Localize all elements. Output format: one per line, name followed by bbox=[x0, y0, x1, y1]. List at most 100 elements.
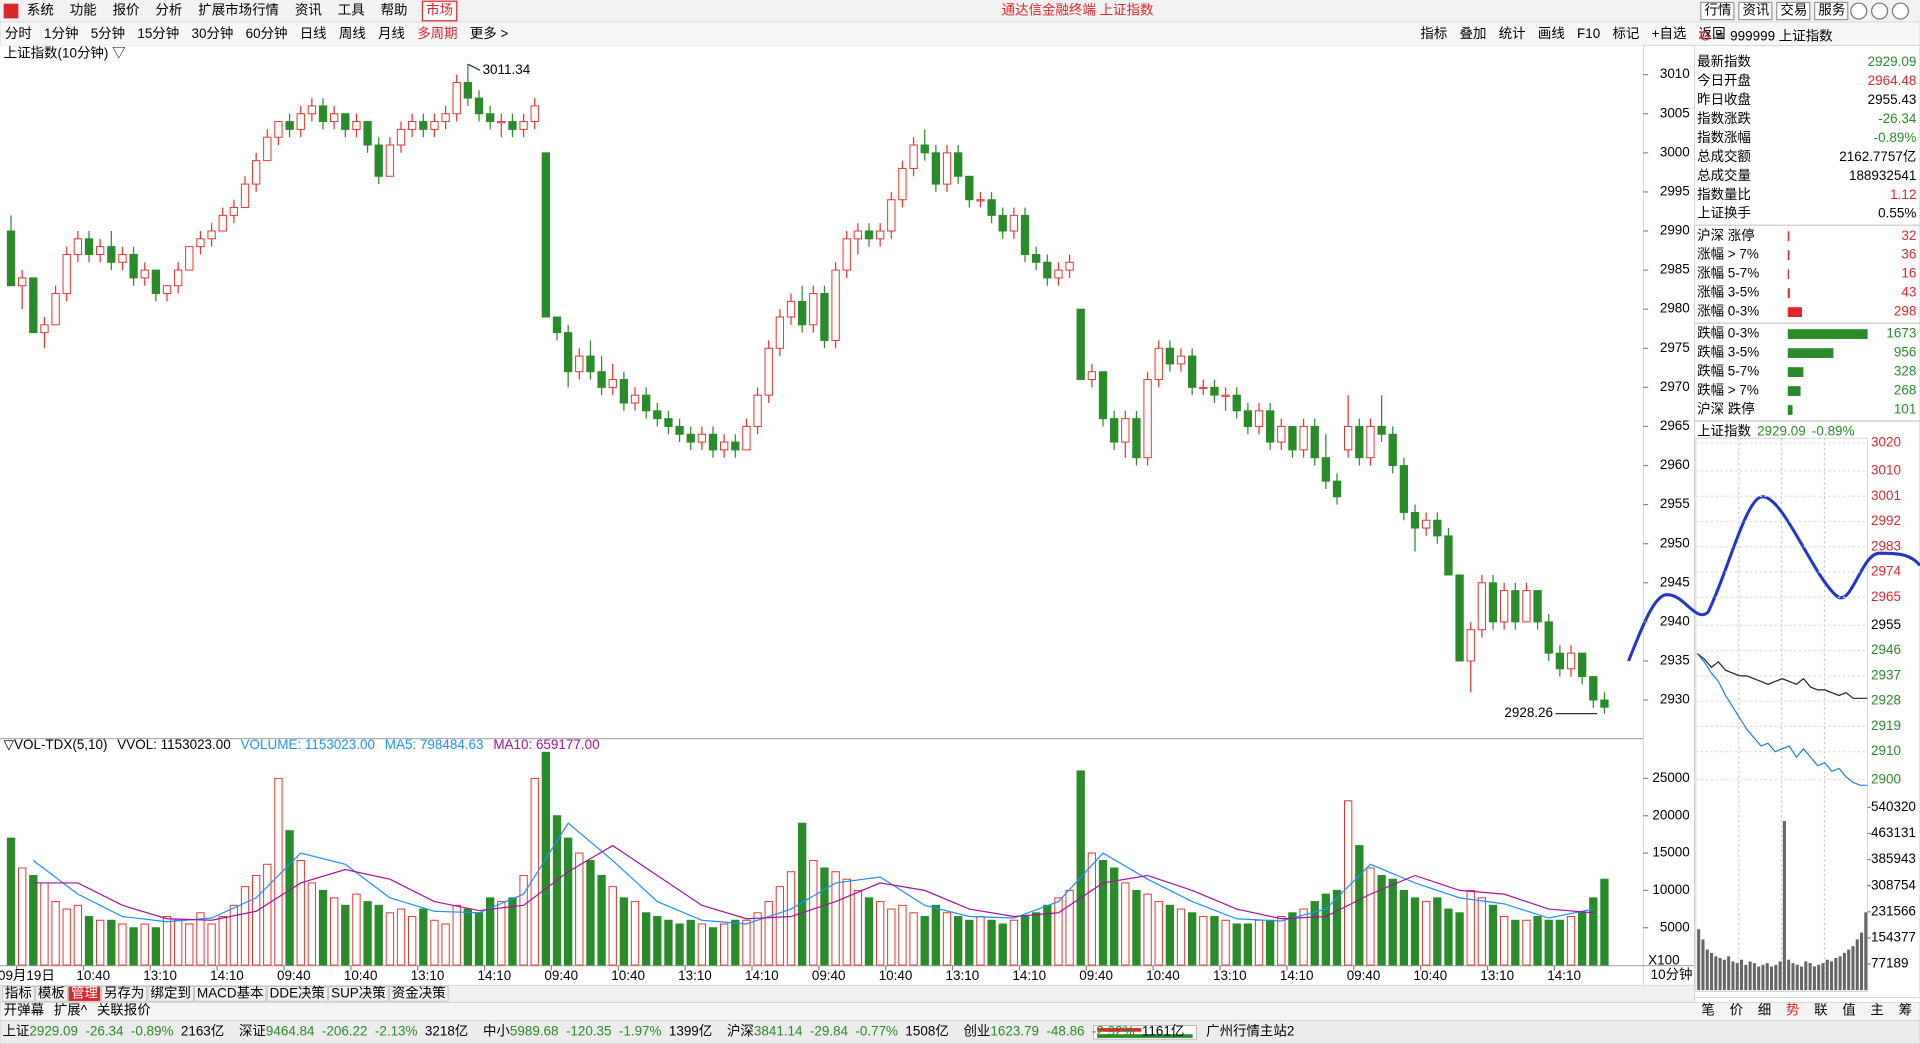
volume-bar bbox=[653, 916, 662, 966]
market-button[interactable] bbox=[421, 0, 458, 22]
candle-body bbox=[1020, 214, 1030, 255]
volume-bar bbox=[1065, 889, 1074, 966]
right-tab[interactable]: 细 bbox=[1758, 1003, 1771, 1018]
right-tab[interactable]: 价 bbox=[1730, 1003, 1744, 1018]
candle-body bbox=[1544, 621, 1553, 654]
tool-button[interactable]: +自选 bbox=[1652, 26, 1687, 41]
period-tab[interactable]: 日线 bbox=[300, 26, 327, 41]
menu-item[interactable]: 系统 bbox=[27, 3, 54, 18]
candle-body bbox=[62, 253, 71, 295]
top-button[interactable] bbox=[1814, 1, 1849, 21]
candle-body bbox=[508, 121, 517, 130]
top-button-label[interactable]: 服务 bbox=[1818, 3, 1845, 18]
bottom-tab[interactable]: 管理 bbox=[71, 985, 98, 1000]
volume-bar bbox=[1533, 916, 1542, 966]
right-tab[interactable]: 主 bbox=[1870, 1003, 1883, 1018]
period-tab[interactable]: 分时 bbox=[5, 26, 32, 41]
volume-bar bbox=[842, 878, 851, 966]
mini-vol-tick-label: 385943 bbox=[1871, 851, 1916, 866]
bottom-tab-box[interactable] bbox=[35, 986, 68, 1002]
bottom-tab[interactable]: 另存为 bbox=[104, 985, 144, 1000]
tool-button[interactable]: 指标 bbox=[1420, 26, 1447, 41]
period-tab[interactable]: 月线 bbox=[378, 26, 405, 41]
menu-item[interactable]: 帮助 bbox=[381, 3, 408, 18]
right-tab[interactable]: 笔 bbox=[1701, 1003, 1714, 1018]
volume-legend: VVOL: 1153023.00 bbox=[117, 737, 230, 752]
bottom-tab[interactable]: 绑定到 bbox=[150, 985, 190, 1000]
period-tab[interactable]: 更多 > bbox=[470, 25, 509, 41]
right-tab[interactable]: 联 bbox=[1814, 1003, 1827, 1018]
x-tick-label: 14:10 bbox=[1280, 968, 1314, 983]
period-tab[interactable]: 60分钟 bbox=[246, 25, 288, 41]
tool-button[interactable]: 标记 bbox=[1612, 26, 1639, 41]
period-tab[interactable]: 30分钟 bbox=[191, 25, 233, 41]
volume-bar bbox=[1544, 919, 1553, 966]
bottom-tab-box[interactable] bbox=[266, 986, 328, 1002]
minimize-button[interactable] bbox=[1850, 2, 1868, 20]
volume-bar bbox=[1032, 912, 1041, 966]
bottom-tab[interactable]: 指标 bbox=[5, 985, 32, 1000]
bottom-tab-box[interactable] bbox=[101, 986, 148, 1002]
menu-item[interactable]: 扩展市场行情 bbox=[198, 2, 279, 18]
bottom-tab-box[interactable] bbox=[147, 986, 194, 1002]
bottom-tab-box[interactable] bbox=[328, 986, 389, 1002]
signal-bar bbox=[1097, 1034, 1193, 1038]
period-tab[interactable]: 1分钟 bbox=[44, 25, 78, 41]
volume-bar bbox=[942, 912, 952, 966]
period-tab[interactable]: 多周期 bbox=[417, 25, 457, 41]
bottom-tab-box[interactable] bbox=[2, 986, 35, 1002]
maximize-button[interactable] bbox=[1871, 2, 1889, 20]
tool-button[interactable]: 统计 bbox=[1499, 26, 1526, 41]
bottom-tab[interactable]: MACD基本 bbox=[197, 984, 264, 1000]
volume-bar bbox=[1277, 916, 1286, 966]
period-label: 10分钟 bbox=[1651, 966, 1693, 982]
bottom-tab-box[interactable] bbox=[194, 986, 267, 1002]
top-button[interactable] bbox=[1738, 1, 1773, 21]
top-button[interactable] bbox=[1700, 1, 1735, 21]
close-button[interactable] bbox=[1891, 2, 1909, 20]
top-button-label[interactable]: 行情 bbox=[1704, 3, 1731, 18]
bottom-tab[interactable]: 扩展^ bbox=[54, 1003, 88, 1018]
bottom-tab[interactable]: SUP决策 bbox=[331, 984, 386, 1000]
menu-item[interactable]: 分析 bbox=[155, 3, 182, 18]
bottom-tab[interactable]: DDE决策 bbox=[270, 984, 326, 1000]
candle-body bbox=[363, 121, 372, 146]
bottom-tab[interactable]: 开弹幕 bbox=[4, 1003, 45, 1018]
menu-item[interactable]: 资讯 bbox=[295, 3, 322, 18]
candle-body bbox=[1355, 425, 1364, 459]
period-tab[interactable]: 周线 bbox=[339, 26, 366, 41]
menu-item[interactable]: 功能 bbox=[70, 3, 97, 18]
tool-button[interactable]: 画线 bbox=[1538, 26, 1565, 41]
mini-y-tick-label: 2937 bbox=[1871, 667, 1901, 682]
bottom-tab[interactable]: 关联报价 bbox=[97, 1003, 151, 1018]
period-tab[interactable]: 15分钟 bbox=[137, 25, 179, 41]
menu-item[interactable]: 报价 bbox=[113, 3, 140, 18]
right-tab[interactable]: 势 bbox=[1786, 1003, 1799, 1018]
bottom-tab-box[interactable] bbox=[389, 986, 449, 1002]
tool-button[interactable]: 返回 bbox=[1699, 26, 1726, 41]
period-tab[interactable]: 5分钟 bbox=[91, 25, 125, 41]
bottom-tab[interactable]: 模板 bbox=[38, 985, 65, 1000]
status-item: -120.35 bbox=[566, 1023, 612, 1038]
candle-body bbox=[786, 300, 796, 318]
tool-button[interactable]: F10 bbox=[1577, 26, 1600, 41]
volume-bar bbox=[1377, 874, 1386, 966]
volume-bar bbox=[18, 867, 27, 966]
candle-body bbox=[329, 113, 339, 123]
bottom-tab-box[interactable] bbox=[68, 986, 101, 1002]
menu-item[interactable]: 工具 bbox=[338, 3, 365, 18]
mini-line bbox=[1696, 653, 1868, 786]
mini-volume-bar bbox=[1860, 932, 1864, 991]
right-tab[interactable]: 值 bbox=[1842, 1003, 1855, 1018]
top-button-label[interactable]: 资讯 bbox=[1742, 3, 1769, 18]
candle-body bbox=[797, 300, 807, 326]
bottom-tab[interactable]: 资金决策 bbox=[392, 984, 446, 1000]
top-button-label[interactable]: 交易 bbox=[1780, 2, 1807, 18]
status-item: -26.34 bbox=[85, 1023, 124, 1038]
right-tab[interactable]: 筹 bbox=[1899, 1002, 1912, 1018]
y-tick-label: 2995 bbox=[1660, 183, 1690, 198]
menu-bar bbox=[0, 0, 1920, 23]
tool-button[interactable]: 叠加 bbox=[1460, 26, 1487, 41]
market-button-label[interactable]: 市场 bbox=[426, 2, 453, 18]
top-button[interactable] bbox=[1776, 1, 1811, 21]
